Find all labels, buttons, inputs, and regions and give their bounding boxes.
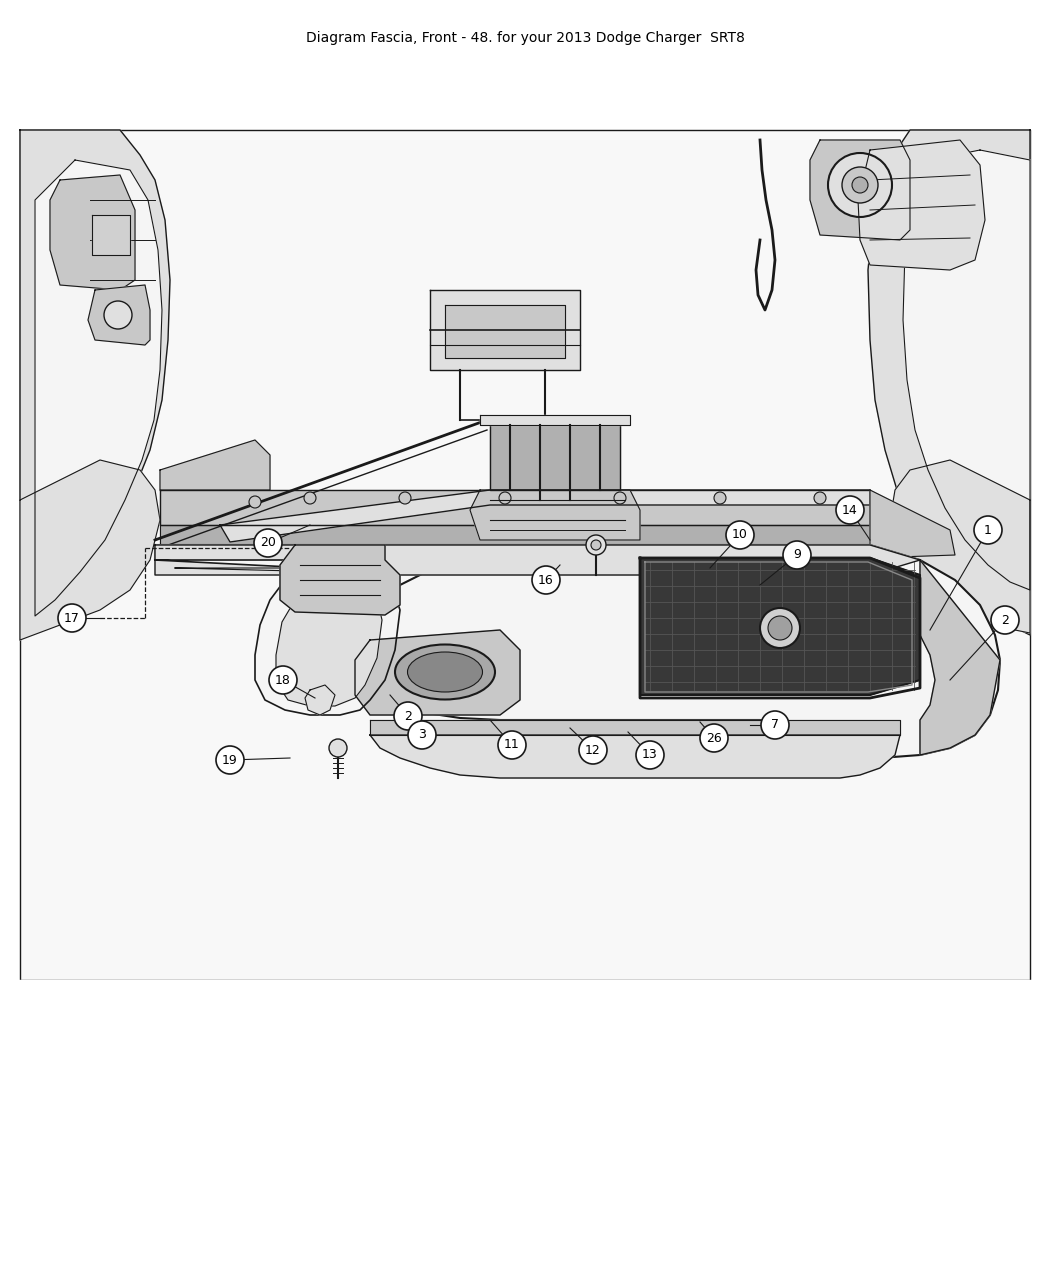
Circle shape [532, 566, 560, 594]
Ellipse shape [407, 652, 483, 692]
Polygon shape [220, 490, 870, 542]
Polygon shape [430, 289, 580, 370]
Polygon shape [903, 150, 1030, 590]
Polygon shape [88, 286, 150, 346]
Circle shape [394, 703, 422, 731]
Text: 18: 18 [275, 673, 291, 686]
Text: 19: 19 [223, 754, 238, 766]
Polygon shape [304, 685, 335, 715]
Circle shape [329, 740, 346, 757]
Circle shape [216, 746, 244, 774]
Circle shape [614, 492, 626, 504]
Polygon shape [470, 490, 640, 541]
Circle shape [499, 492, 511, 504]
Text: 14: 14 [842, 504, 858, 516]
Text: 2: 2 [404, 709, 412, 723]
Text: 26: 26 [706, 732, 722, 745]
Text: 17: 17 [64, 612, 80, 625]
Polygon shape [875, 560, 1000, 755]
Polygon shape [20, 460, 160, 640]
Circle shape [498, 731, 526, 759]
Circle shape [700, 724, 728, 752]
Polygon shape [480, 414, 630, 425]
Polygon shape [92, 215, 130, 255]
Polygon shape [160, 490, 870, 525]
Circle shape [58, 604, 86, 632]
Circle shape [828, 153, 892, 217]
Polygon shape [20, 130, 170, 640]
Circle shape [399, 492, 411, 504]
Polygon shape [35, 159, 162, 616]
Ellipse shape [395, 644, 495, 700]
Circle shape [783, 541, 811, 569]
Polygon shape [50, 175, 135, 289]
Circle shape [761, 711, 789, 739]
Text: 7: 7 [771, 719, 779, 732]
Polygon shape [20, 130, 1030, 980]
Polygon shape [890, 460, 1030, 632]
Polygon shape [490, 419, 620, 490]
Text: 11: 11 [504, 738, 520, 751]
Circle shape [636, 741, 664, 769]
Circle shape [304, 492, 316, 504]
Circle shape [254, 529, 282, 557]
Circle shape [591, 541, 601, 550]
Polygon shape [640, 558, 920, 695]
Polygon shape [868, 130, 1030, 635]
Text: 9: 9 [793, 548, 801, 561]
Circle shape [842, 167, 878, 203]
Circle shape [836, 496, 864, 524]
Polygon shape [155, 560, 400, 715]
Text: 12: 12 [585, 743, 601, 756]
Circle shape [852, 177, 868, 193]
Text: 20: 20 [260, 537, 276, 550]
Polygon shape [280, 544, 400, 615]
Circle shape [814, 492, 826, 504]
Polygon shape [160, 440, 270, 490]
Text: 2: 2 [1001, 613, 1009, 626]
Polygon shape [0, 980, 1050, 1275]
Circle shape [408, 720, 436, 748]
Polygon shape [155, 544, 1000, 759]
Circle shape [104, 301, 132, 329]
Text: 13: 13 [643, 748, 658, 761]
Polygon shape [370, 720, 900, 734]
Circle shape [768, 616, 792, 640]
Circle shape [586, 536, 606, 555]
Text: Diagram Fascia, Front - 48. for your 2013 Dodge Charger  SRT8: Diagram Fascia, Front - 48. for your 201… [306, 31, 744, 45]
Circle shape [760, 608, 800, 648]
Polygon shape [858, 140, 985, 270]
Polygon shape [160, 525, 870, 544]
Text: 10: 10 [732, 529, 748, 542]
Text: 3: 3 [418, 728, 426, 742]
Circle shape [579, 736, 607, 764]
Text: 1: 1 [984, 524, 992, 537]
Polygon shape [175, 567, 382, 706]
Circle shape [974, 516, 1002, 544]
Circle shape [249, 496, 261, 507]
Circle shape [991, 606, 1018, 634]
Circle shape [269, 666, 297, 694]
Text: 16: 16 [538, 574, 554, 586]
Polygon shape [355, 630, 520, 715]
Polygon shape [810, 140, 910, 240]
Polygon shape [445, 305, 565, 358]
Polygon shape [870, 490, 956, 558]
Circle shape [726, 521, 754, 550]
Polygon shape [370, 734, 900, 778]
Polygon shape [155, 544, 920, 575]
Circle shape [714, 492, 726, 504]
